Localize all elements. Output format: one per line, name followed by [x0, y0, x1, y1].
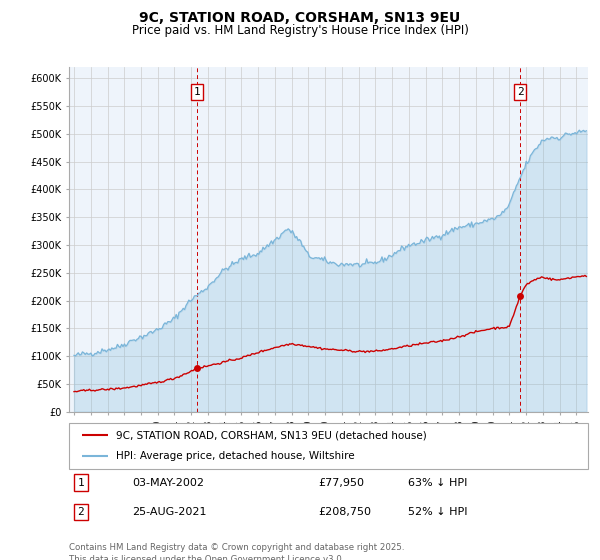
Text: 52% ↓ HPI: 52% ↓ HPI [408, 507, 467, 517]
Text: £208,750: £208,750 [318, 507, 371, 517]
Text: 25-AUG-2021: 25-AUG-2021 [132, 507, 206, 517]
Text: Contains HM Land Registry data © Crown copyright and database right 2025.
This d: Contains HM Land Registry data © Crown c… [69, 543, 404, 560]
Text: 9C, STATION ROAD, CORSHAM, SN13 9EU: 9C, STATION ROAD, CORSHAM, SN13 9EU [139, 11, 461, 25]
Text: 03-MAY-2002: 03-MAY-2002 [132, 478, 204, 488]
Text: 2: 2 [517, 87, 524, 97]
FancyBboxPatch shape [69, 423, 588, 469]
Text: 1: 1 [77, 478, 85, 488]
Text: 9C, STATION ROAD, CORSHAM, SN13 9EU (detached house): 9C, STATION ROAD, CORSHAM, SN13 9EU (det… [116, 430, 427, 440]
Text: £77,950: £77,950 [318, 478, 364, 488]
Text: 1: 1 [194, 87, 200, 97]
Text: Price paid vs. HM Land Registry's House Price Index (HPI): Price paid vs. HM Land Registry's House … [131, 24, 469, 36]
Text: HPI: Average price, detached house, Wiltshire: HPI: Average price, detached house, Wilt… [116, 451, 355, 461]
Text: 63% ↓ HPI: 63% ↓ HPI [408, 478, 467, 488]
Text: 2: 2 [77, 507, 85, 517]
